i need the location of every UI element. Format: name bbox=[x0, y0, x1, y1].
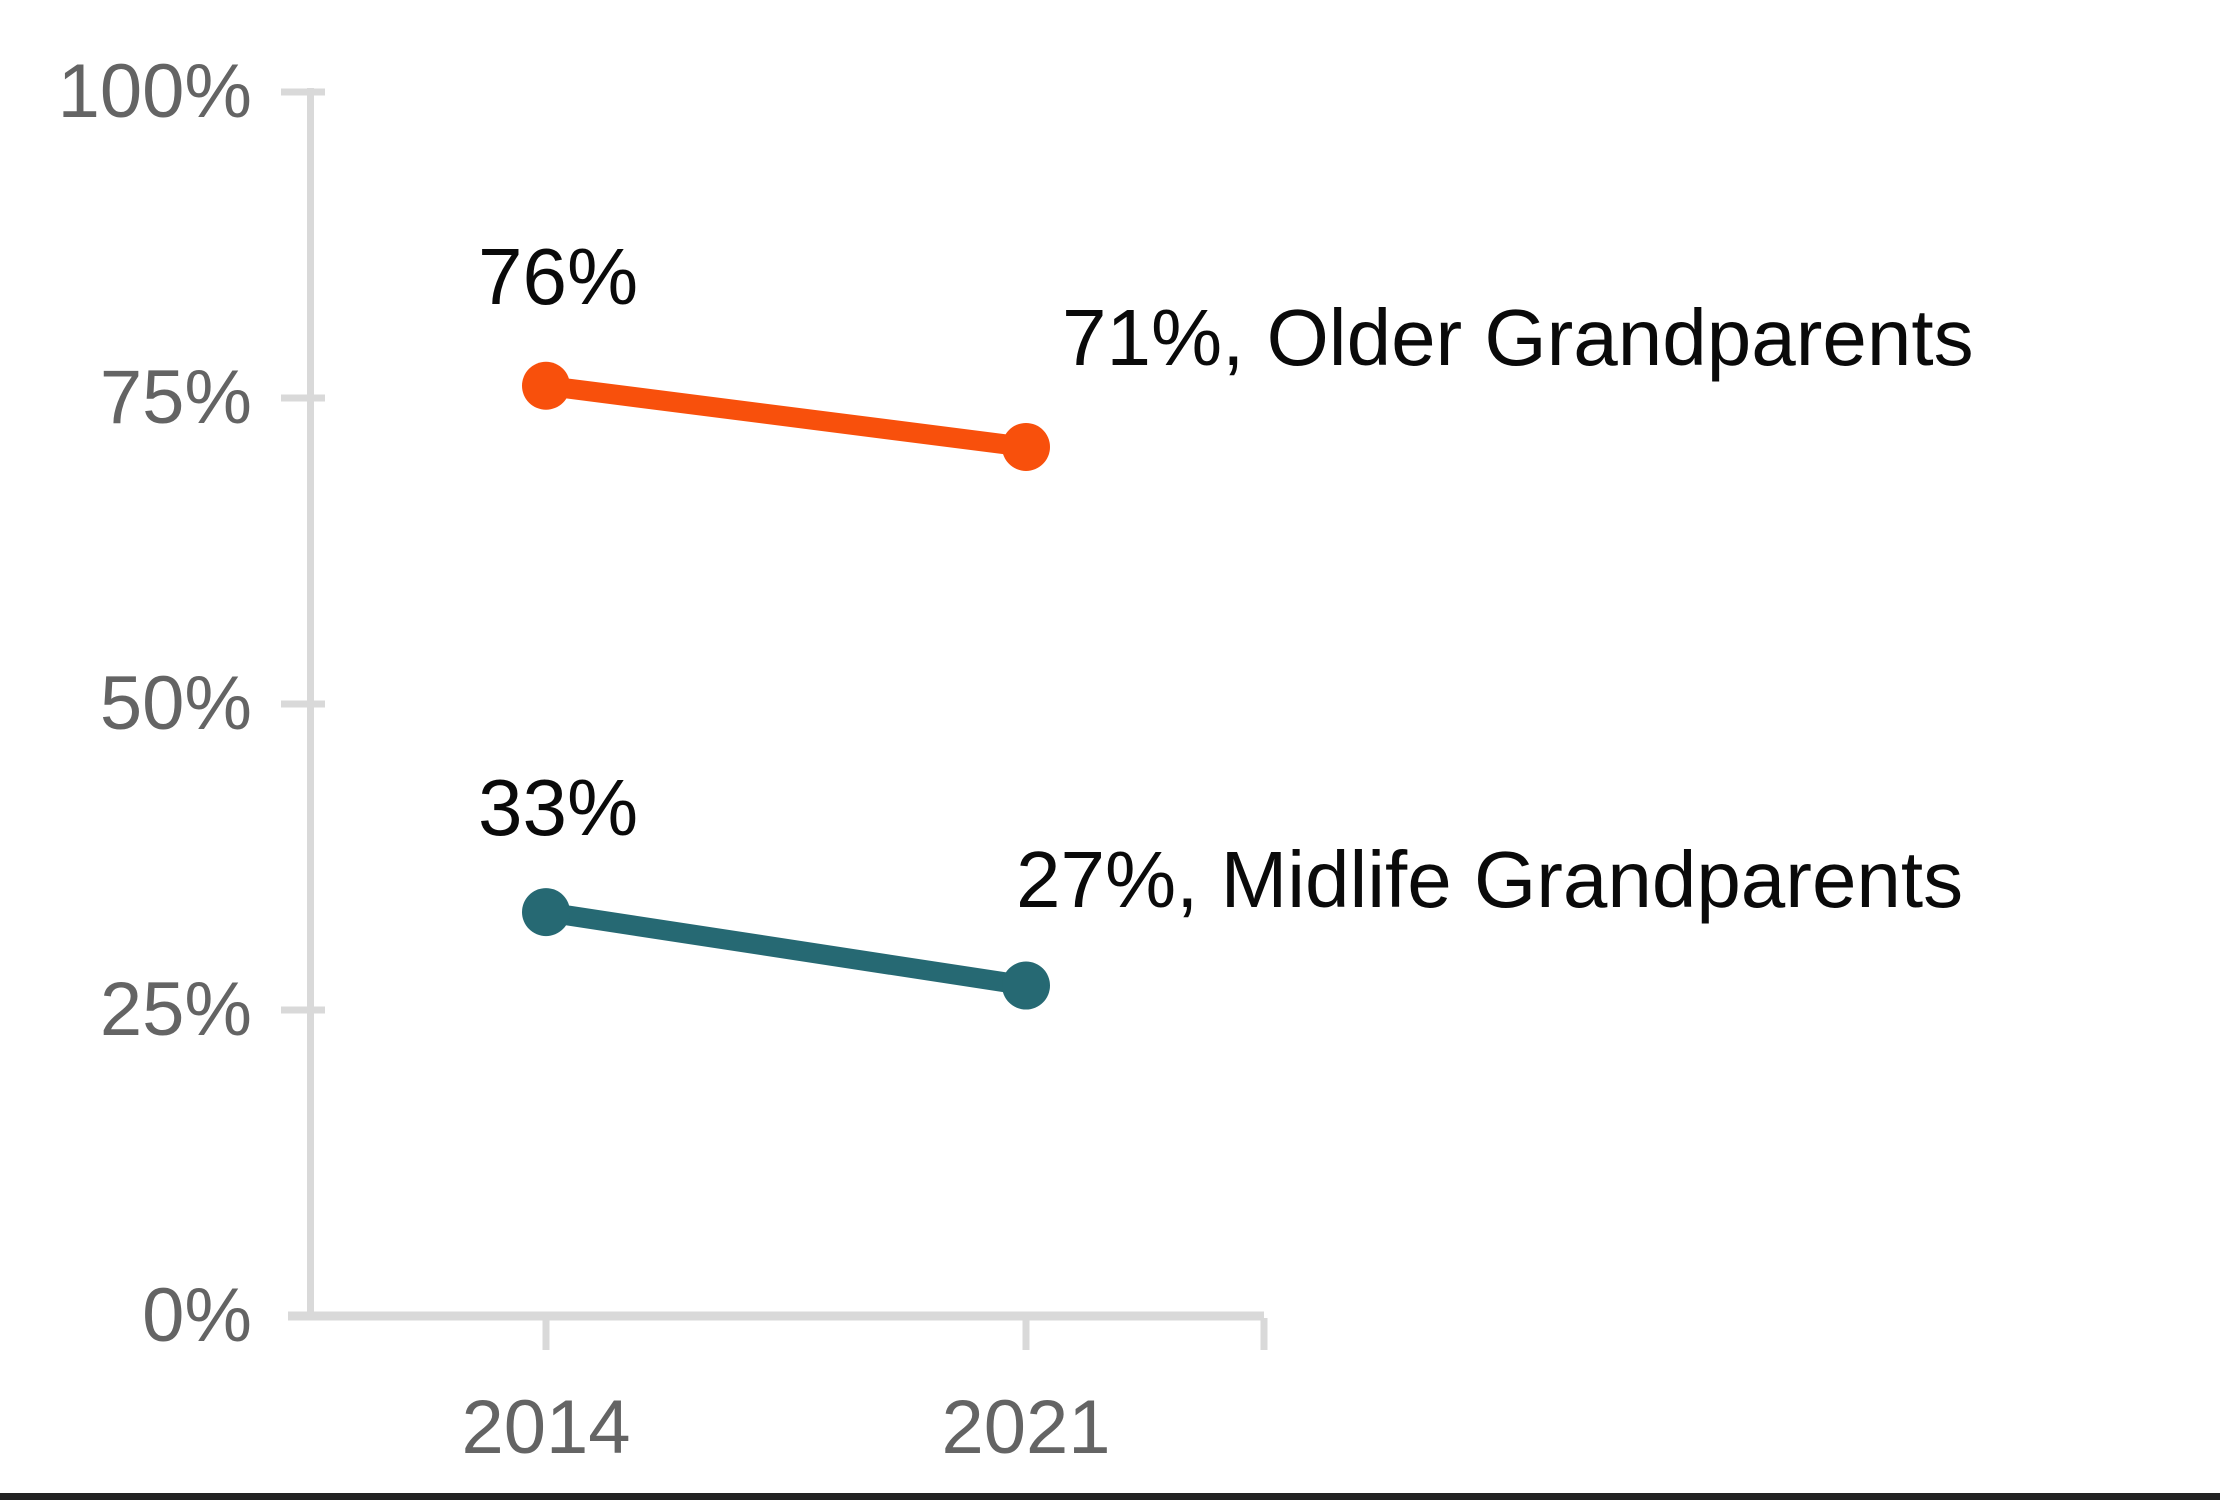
data-point-1-2021 bbox=[1002, 961, 1050, 1010]
series-line-0 bbox=[536, 375, 1036, 457]
data-label-older-start: 76% bbox=[478, 232, 639, 321]
y-tick-label-100: 100% bbox=[57, 49, 252, 134]
data-label-midlife-start: 33% bbox=[478, 763, 639, 852]
bottom-edge-bar bbox=[0, 1493, 2220, 1500]
series-line-1 bbox=[536, 902, 1036, 996]
y-tick-label-75: 75% bbox=[99, 355, 252, 440]
y-tick-label-25: 25% bbox=[99, 967, 252, 1052]
y-tick-label-50: 50% bbox=[99, 661, 252, 746]
x-tick-label-2021: 2021 bbox=[941, 1385, 1111, 1470]
data-point-1-2014 bbox=[522, 888, 570, 937]
y-tick-label-0: 0% bbox=[142, 1273, 252, 1358]
data-point-0-2014 bbox=[522, 361, 570, 410]
series-label-midlife-grandparents: 27%, Midlife Grandparents bbox=[1016, 835, 1964, 924]
x-tick-label-2014: 2014 bbox=[461, 1385, 631, 1470]
series-label-older-grandparents: 71%, Older Grandparents bbox=[1062, 293, 1974, 382]
data-point-0-2021 bbox=[1002, 422, 1050, 471]
